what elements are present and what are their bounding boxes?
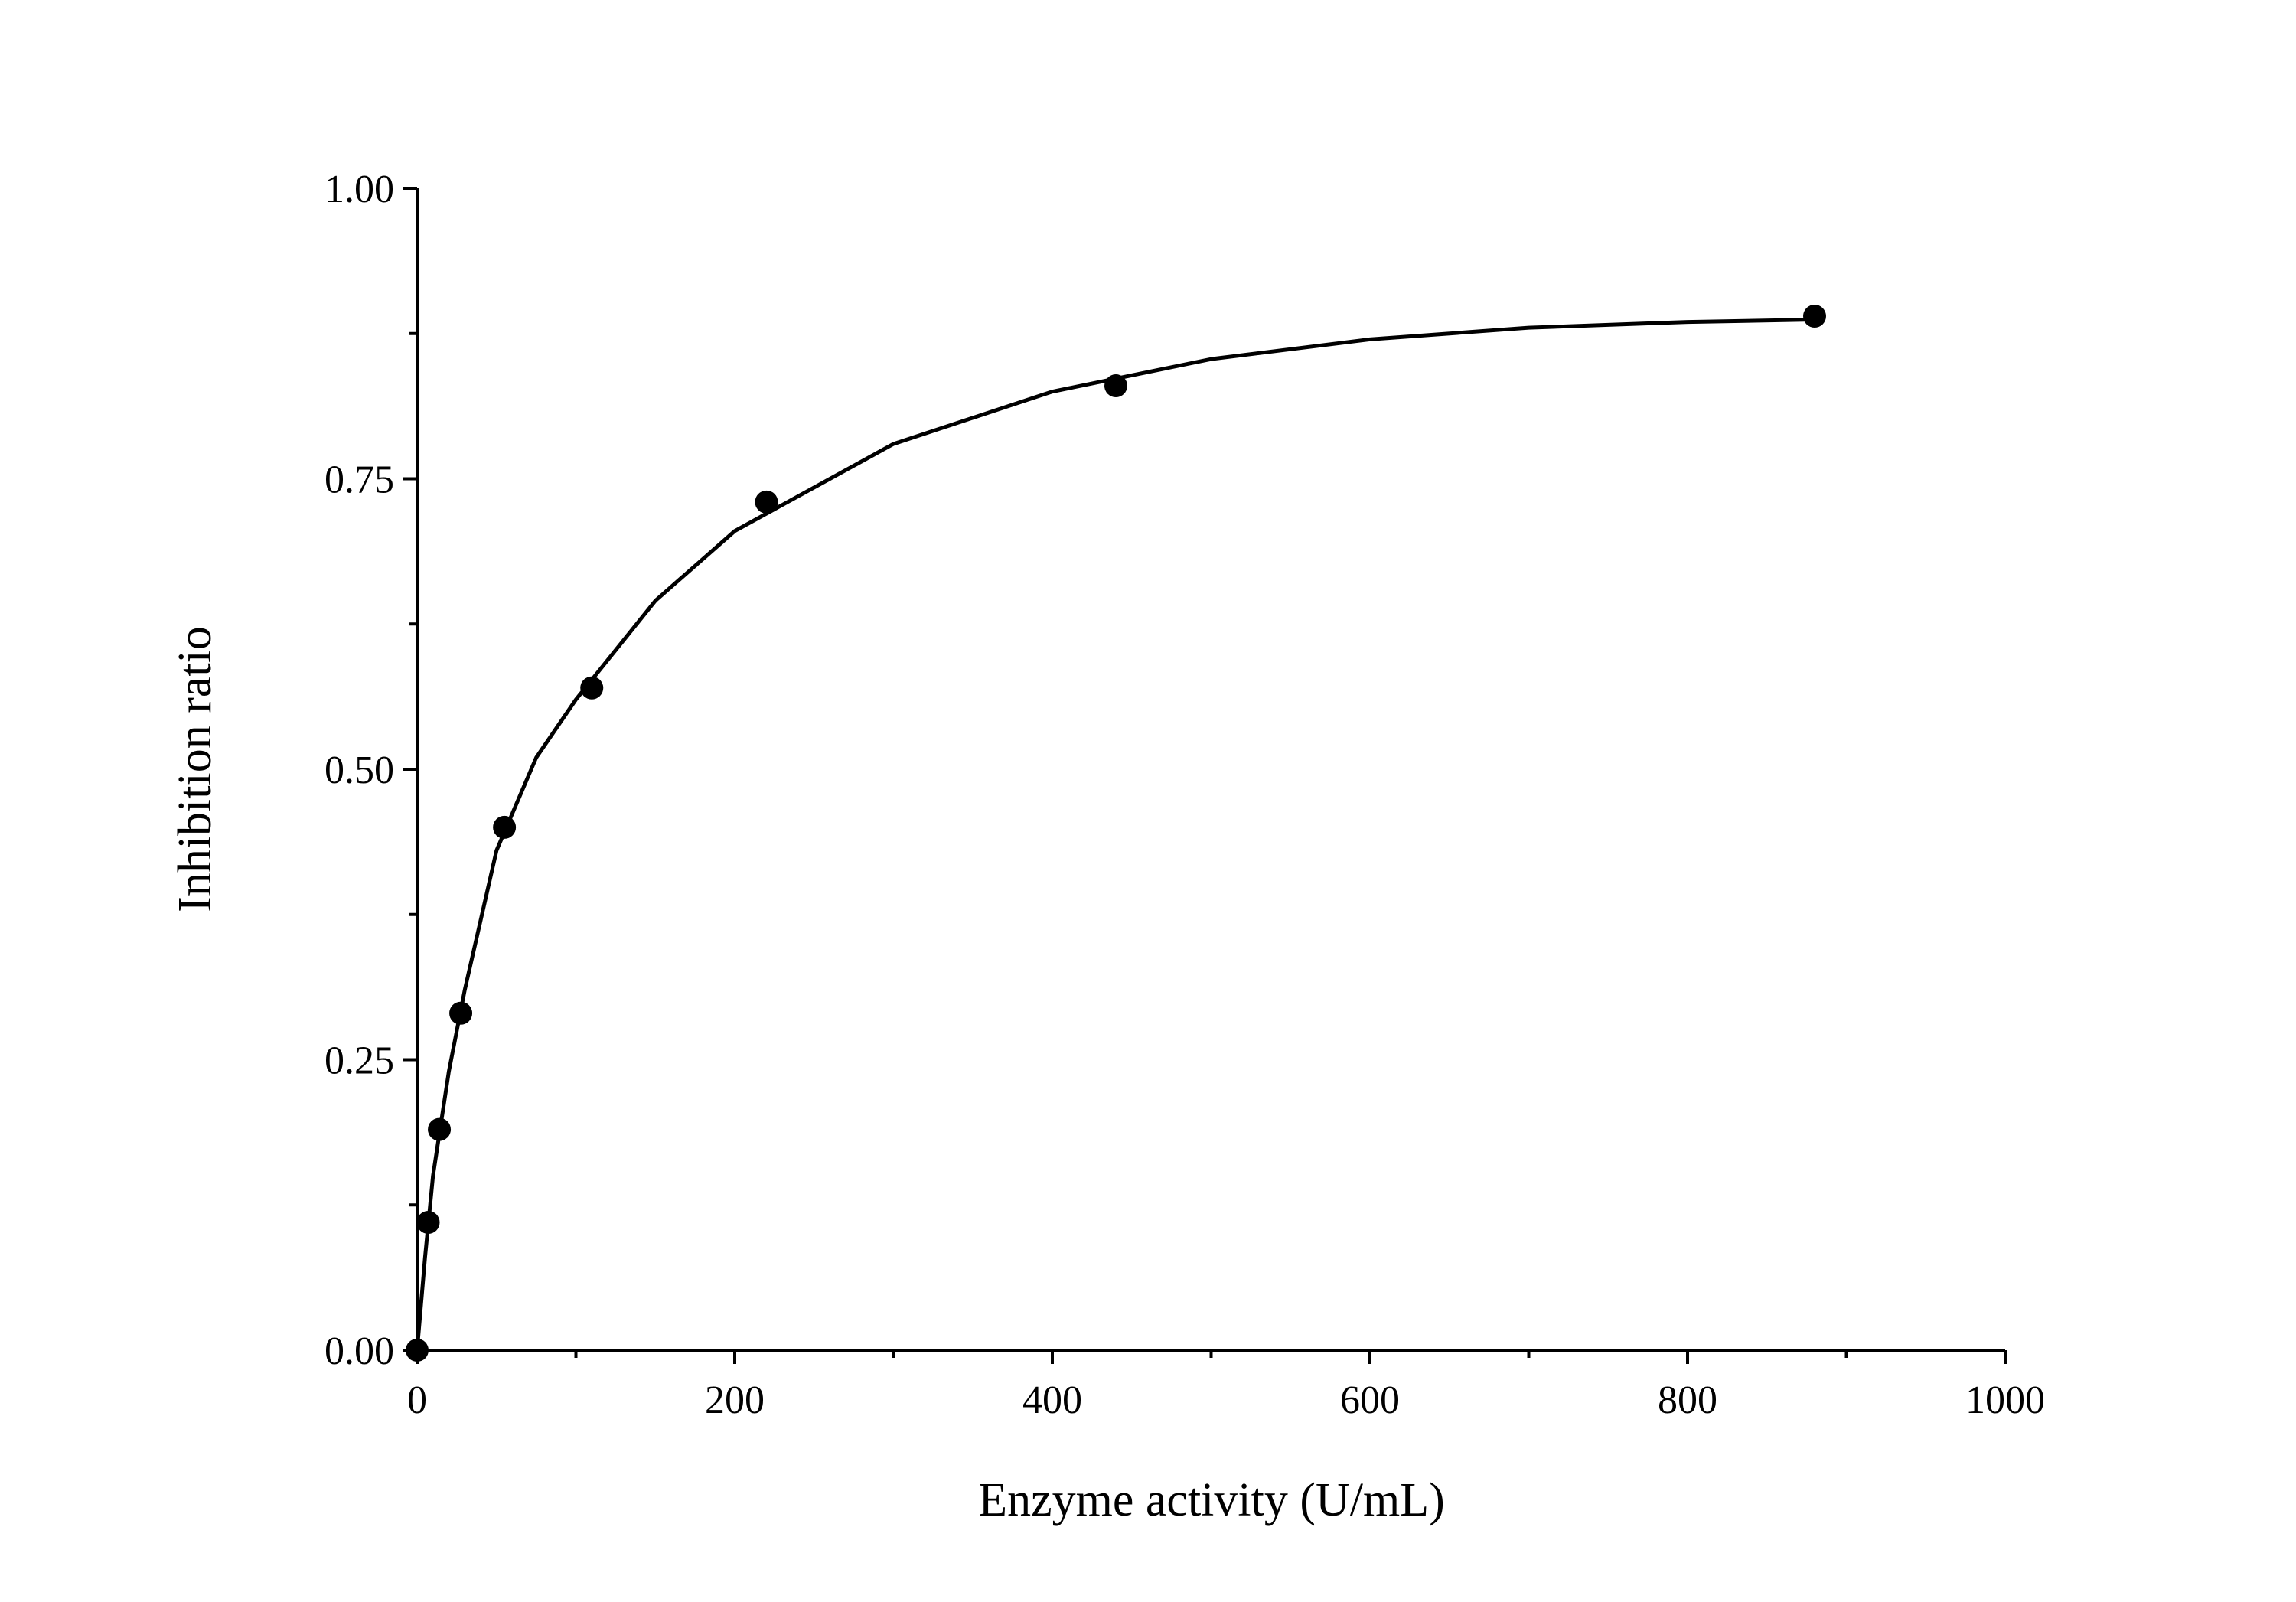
data-point xyxy=(580,676,604,700)
data-point xyxy=(416,1211,440,1235)
data-point xyxy=(449,1001,473,1025)
x-tick-label: 1000 xyxy=(1965,1379,2045,1422)
y-tick-label: 1.00 xyxy=(325,168,394,211)
y-axis-title: Inhibition ratio xyxy=(169,626,221,912)
data-point xyxy=(493,815,517,839)
x-tick-label: 200 xyxy=(705,1379,765,1422)
x-axis-title: Enzyme activity (U/mL) xyxy=(978,1474,1444,1526)
data-point xyxy=(1803,304,1826,328)
x-tick-label: 400 xyxy=(1022,1379,1082,1422)
data-point xyxy=(428,1117,452,1141)
x-tick-label: 0 xyxy=(407,1379,427,1422)
y-tick-label: 0.50 xyxy=(325,749,394,792)
fit-curve xyxy=(415,318,1815,1351)
data-point xyxy=(406,1339,429,1362)
y-tick-label: 0.75 xyxy=(325,458,394,502)
y-tick-label: 0.25 xyxy=(325,1039,394,1083)
y-tick-label: 0.00 xyxy=(325,1330,394,1373)
data-point xyxy=(755,490,778,514)
x-tick-label: 800 xyxy=(1658,1379,1717,1422)
x-tick-label: 600 xyxy=(1340,1379,1400,1422)
data-point xyxy=(1104,374,1127,398)
